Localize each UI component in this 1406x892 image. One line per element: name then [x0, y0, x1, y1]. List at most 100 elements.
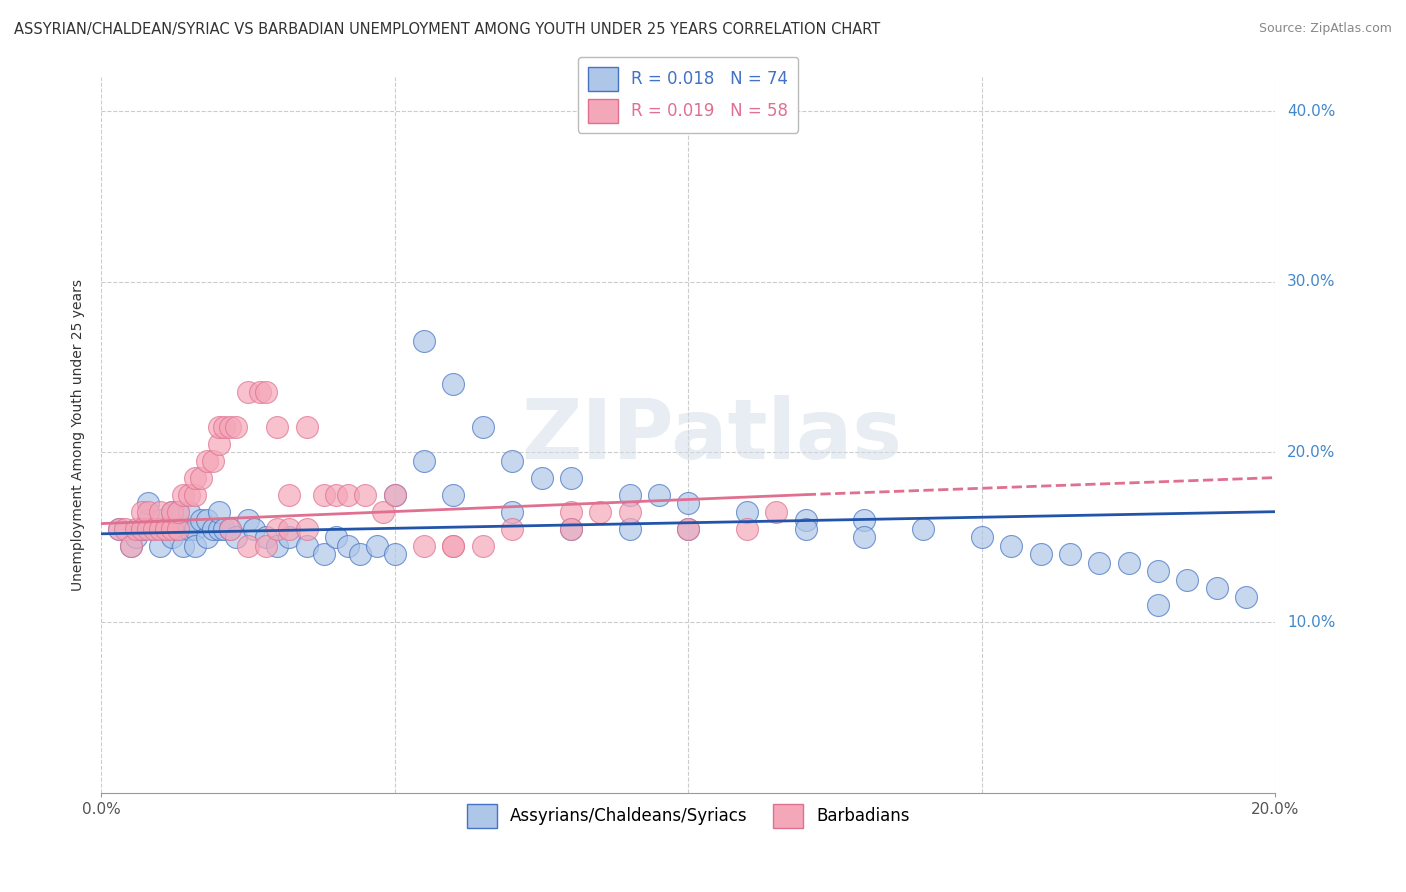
Point: [149, 513, 172, 527]
Point: [765, 505, 787, 519]
Point: [184, 539, 207, 553]
Point: [160, 530, 183, 544]
Point: [266, 419, 288, 434]
Point: [295, 539, 318, 553]
Point: [336, 539, 359, 553]
Point: [471, 539, 494, 553]
Point: [1234, 590, 1257, 604]
Point: [648, 488, 671, 502]
Point: [354, 488, 377, 502]
Point: [371, 505, 394, 519]
Point: [160, 505, 183, 519]
Point: [136, 522, 159, 536]
Point: [172, 522, 194, 536]
Point: [735, 522, 758, 536]
Point: [266, 522, 288, 536]
Point: [155, 522, 177, 536]
Point: [195, 513, 218, 527]
Point: [195, 453, 218, 467]
Point: [184, 488, 207, 502]
Point: [678, 522, 700, 536]
Point: [384, 488, 406, 502]
Point: [1029, 547, 1052, 561]
Point: [120, 539, 142, 553]
Point: [501, 505, 523, 519]
Point: [184, 470, 207, 484]
Point: [1118, 556, 1140, 570]
Text: Source: ZipAtlas.com: Source: ZipAtlas.com: [1258, 22, 1392, 36]
Point: [735, 505, 758, 519]
Point: [143, 522, 166, 536]
Point: [794, 513, 817, 527]
Point: [970, 530, 993, 544]
Point: [155, 522, 177, 536]
Point: [131, 522, 153, 536]
Point: [853, 513, 876, 527]
Point: [589, 505, 612, 519]
Point: [166, 522, 188, 536]
Point: [619, 488, 641, 502]
Text: 30.0%: 30.0%: [1286, 274, 1336, 289]
Point: [278, 488, 301, 502]
Point: [236, 513, 259, 527]
Point: [108, 522, 131, 536]
Point: [207, 419, 229, 434]
Point: [314, 488, 336, 502]
Point: [131, 522, 153, 536]
Point: [1147, 564, 1170, 578]
Point: [184, 522, 207, 536]
Point: [207, 522, 229, 536]
Point: [166, 505, 188, 519]
Point: [219, 419, 242, 434]
Point: [219, 522, 242, 536]
Y-axis label: Unemployment Among Youth under 25 years: Unemployment Among Youth under 25 years: [72, 279, 86, 591]
Point: [225, 419, 247, 434]
Point: [172, 488, 194, 502]
Point: [278, 522, 301, 536]
Point: [678, 496, 700, 510]
Point: [108, 522, 131, 536]
Point: [443, 539, 465, 553]
Point: [207, 436, 229, 450]
Point: [149, 505, 172, 519]
Point: [160, 505, 183, 519]
Point: [236, 385, 259, 400]
Point: [295, 522, 318, 536]
Point: [195, 530, 218, 544]
Point: [114, 522, 136, 536]
Point: [336, 488, 359, 502]
Point: [243, 522, 266, 536]
Point: [1205, 582, 1227, 596]
Point: [349, 547, 371, 561]
Point: [131, 505, 153, 519]
Point: [912, 522, 935, 536]
Point: [295, 419, 318, 434]
Point: [1000, 539, 1022, 553]
Point: [201, 522, 224, 536]
Point: [219, 522, 242, 536]
Point: [190, 470, 212, 484]
Point: [254, 539, 277, 553]
Point: [190, 513, 212, 527]
Point: [207, 505, 229, 519]
Text: ASSYRIAN/CHALDEAN/SYRIAC VS BARBADIAN UNEMPLOYMENT AMONG YOUTH UNDER 25 YEARS CO: ASSYRIAN/CHALDEAN/SYRIAC VS BARBADIAN UN…: [14, 22, 880, 37]
Point: [560, 522, 582, 536]
Point: [136, 496, 159, 510]
Point: [325, 530, 347, 544]
Text: 10.0%: 10.0%: [1286, 615, 1336, 630]
Point: [530, 470, 553, 484]
Point: [384, 488, 406, 502]
Point: [225, 530, 247, 544]
Point: [413, 334, 436, 349]
Point: [794, 522, 817, 536]
Point: [136, 513, 159, 527]
Point: [501, 522, 523, 536]
Point: [201, 453, 224, 467]
Point: [560, 505, 582, 519]
Point: [471, 419, 494, 434]
Point: [249, 385, 271, 400]
Point: [266, 539, 288, 553]
Point: [136, 505, 159, 519]
Point: [149, 539, 172, 553]
Point: [443, 539, 465, 553]
